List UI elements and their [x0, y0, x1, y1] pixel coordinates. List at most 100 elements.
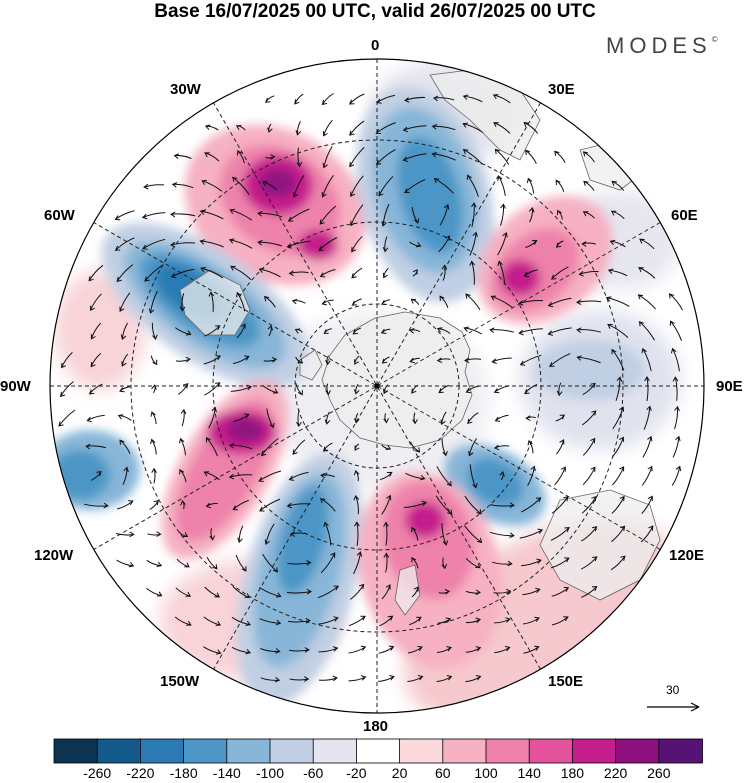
wind-arrow	[235, 554, 247, 572]
wind-arrow	[175, 587, 192, 597]
wind-arrow	[203, 616, 222, 626]
wind-arrow	[436, 646, 452, 653]
wind-arrow	[170, 241, 196, 248]
wind-arrow	[350, 175, 364, 198]
colorbar-tick-label: 60	[435, 765, 451, 781]
colorbar-swatch	[139, 738, 185, 764]
wind-arrow	[203, 471, 220, 481]
wind-arrow	[402, 153, 427, 162]
wind-arrow	[492, 560, 513, 567]
wind-arrow	[323, 328, 332, 334]
wind-arrow	[317, 585, 340, 599]
wind-arrow	[89, 293, 102, 312]
wind-arrow	[464, 525, 483, 544]
wind-arrow	[462, 122, 484, 133]
wind-arrow	[581, 586, 598, 598]
antarctic-peninsula	[299, 349, 323, 381]
wind-arrow	[612, 436, 624, 458]
wind-arrow	[90, 353, 102, 368]
colorbar-swatch	[355, 738, 401, 764]
colorbar-tick-label: -140	[212, 765, 241, 781]
wind-arrow	[436, 675, 453, 682]
wind-arrow	[409, 357, 420, 364]
wind-arrow	[431, 152, 456, 161]
wind-arrow	[324, 411, 331, 425]
wind-arrow	[494, 414, 509, 422]
wind-arrow	[522, 616, 540, 625]
wind-arrow	[383, 384, 389, 395]
wind-arrow	[354, 413, 360, 424]
wind-arrow	[439, 203, 450, 226]
colorbar-swatch	[615, 738, 660, 764]
colorbar-tick-label: 100	[474, 765, 498, 781]
brand-text: MODES	[606, 33, 712, 58]
map-title: Base 16/07/2025 00 UTC, valid 26/07/2025…	[154, 1, 596, 22]
wind-arrow	[262, 384, 279, 394]
wind-arrow	[407, 675, 424, 682]
wind-arrow	[465, 617, 482, 624]
wind-arrow	[296, 147, 303, 168]
wind-arrow	[437, 617, 452, 624]
wind-arrow	[583, 180, 595, 191]
wind-arrow	[319, 205, 337, 225]
lon-label-30w: 30W	[170, 81, 201, 98]
wind-arrow	[147, 531, 162, 537]
wind-arrow	[466, 174, 479, 197]
wind-arrow	[381, 584, 391, 600]
wind-arrow	[265, 154, 276, 160]
wind-arrow	[231, 646, 252, 655]
colorbar-swatch	[96, 738, 142, 764]
wind-arrow	[556, 382, 563, 397]
colorbar-swatch	[183, 738, 228, 764]
wind-arrow	[519, 354, 542, 366]
wind-arrow	[179, 468, 187, 483]
wind-arrow	[438, 384, 450, 394]
wind-arrow	[670, 347, 680, 372]
wind-arrow	[119, 386, 131, 393]
colorbar-tick-label: -100	[255, 765, 285, 781]
wind-arrow	[175, 356, 191, 363]
wind-arrow	[438, 589, 451, 595]
wind-arrow	[90, 322, 101, 340]
wind-arrow	[237, 525, 244, 544]
wind-arrow	[233, 355, 250, 365]
wind-arrow	[203, 355, 222, 365]
wind-arrow	[489, 327, 515, 333]
wind-arrow	[497, 232, 508, 256]
wind-arrow	[382, 236, 389, 253]
wind-arrow	[206, 436, 218, 457]
wind-arrow	[114, 210, 135, 221]
wind-arrow	[88, 264, 104, 282]
lon-label-180: 180	[363, 718, 389, 735]
wind-arrow	[375, 149, 396, 166]
wind-arrow	[582, 382, 596, 396]
wind-arrow	[383, 521, 389, 546]
wind-arrow	[354, 355, 360, 365]
wind-arrow	[141, 212, 166, 220]
wind-arrow	[320, 552, 336, 574]
colorbar-tick-label: 220	[603, 765, 628, 781]
wind-arrow	[232, 176, 250, 195]
wind-arrow	[260, 437, 279, 457]
wind-arrow	[524, 149, 537, 164]
modes-logo: MODES©	[606, 33, 718, 59]
wind-arrow	[322, 146, 333, 169]
wind-arrow	[170, 211, 196, 218]
wind-arrow	[266, 408, 275, 429]
wind-arrow	[287, 559, 312, 566]
wind-arrow	[288, 617, 311, 624]
wind-arrow	[232, 586, 251, 599]
wind-arrow	[638, 267, 656, 279]
wind-arrow	[465, 646, 482, 653]
wind-arrow	[61, 352, 73, 369]
wind-arrow	[116, 531, 135, 538]
wind-arrow	[438, 235, 450, 253]
lon-label-120w: 120W	[34, 547, 74, 564]
wind-arrow	[236, 323, 246, 339]
wind-arrow	[462, 94, 483, 103]
wind-arrow	[263, 295, 276, 308]
wind-arrow	[292, 439, 306, 455]
wind-arrow	[580, 556, 598, 570]
wind-arrow	[230, 265, 252, 281]
wind-arrow	[295, 120, 302, 136]
